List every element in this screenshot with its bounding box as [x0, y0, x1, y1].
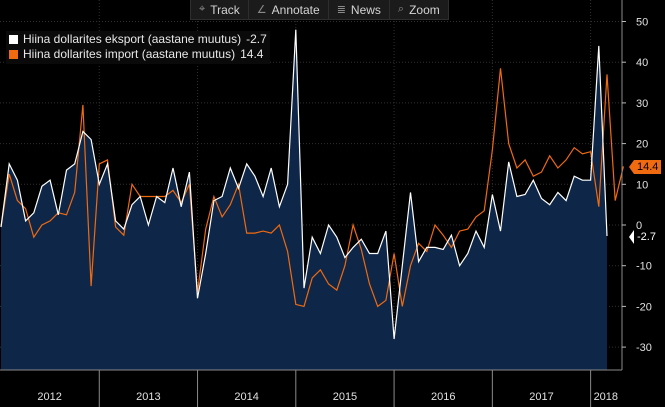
legend-label-export: Hiina dollarites eksport (aastane muutus… — [23, 32, 242, 46]
x-tick-label-2016: 2016 — [431, 391, 455, 403]
legend-swatch-import — [9, 50, 18, 59]
legend-value-import: 14.4 — [240, 47, 264, 61]
track-label: Track — [210, 2, 240, 17]
legend: Hiina dollarites eksport (aastane muutus… — [6, 31, 270, 64]
newspaper-icon: ≣ — [336, 4, 346, 16]
y-tick-label-0: 0 — [636, 220, 642, 232]
y-tick-label--10: -10 — [636, 261, 652, 273]
zoom-label: Zoom — [409, 2, 440, 17]
x-tick-label-2015: 2015 — [333, 391, 357, 403]
magnifier-icon: ⌕ — [397, 3, 405, 15]
series-line-export — [0, 29, 608, 340]
x-tick-label-2018: 2018 — [594, 391, 618, 403]
news-button[interactable]: ≣ News — [329, 0, 390, 19]
y-tick-label-10: 10 — [636, 179, 648, 191]
y-tick-label-30: 30 — [636, 98, 648, 110]
pencil-icon: ∠ — [256, 4, 267, 16]
y-tick-label-40: 40 — [636, 57, 648, 69]
crosshair-icon: ⌖ — [199, 3, 206, 15]
legend-swatch-export — [9, 35, 18, 44]
annotate-label: Annotate — [271, 2, 320, 17]
track-button[interactable]: ⌖ Track — [191, 0, 249, 19]
y-tick-label--20: -20 — [636, 301, 652, 313]
x-tick-label-2012: 2012 — [37, 391, 61, 403]
zoom-button[interactable]: ⌕ Zoom — [390, 0, 448, 19]
legend-item-export[interactable]: Hiina dollarites eksport (aastane muutus… — [9, 32, 267, 47]
news-label: News — [350, 2, 381, 17]
legend-item-import[interactable]: Hiina dollarites import (aastane muutus)… — [9, 47, 267, 62]
x-tick-label-2013: 2013 — [136, 391, 160, 403]
legend-label-import: Hiina dollarites import (aastane muutus) — [23, 47, 236, 61]
chart-toolbar: ⌖ Track ∠ Annotate ≣ News ⌕ Zoom — [190, 0, 449, 20]
legend-value-export: -2.7 — [246, 32, 267, 46]
x-tick-label-2014: 2014 — [234, 391, 258, 403]
annotate-button[interactable]: ∠ Annotate — [249, 0, 329, 19]
y-tick-label-20: 20 — [636, 139, 648, 151]
export-area — [1, 29, 607, 370]
x-tick-label-2017: 2017 — [529, 391, 553, 403]
series-line-import — [0, 68, 624, 308]
y-tick-label-50: 50 — [636, 17, 648, 29]
last-value-tag-export: -2.7 — [629, 230, 659, 244]
last-value-tag-import: 14.4 — [628, 160, 662, 174]
y-tick-label--30: -30 — [636, 342, 652, 354]
